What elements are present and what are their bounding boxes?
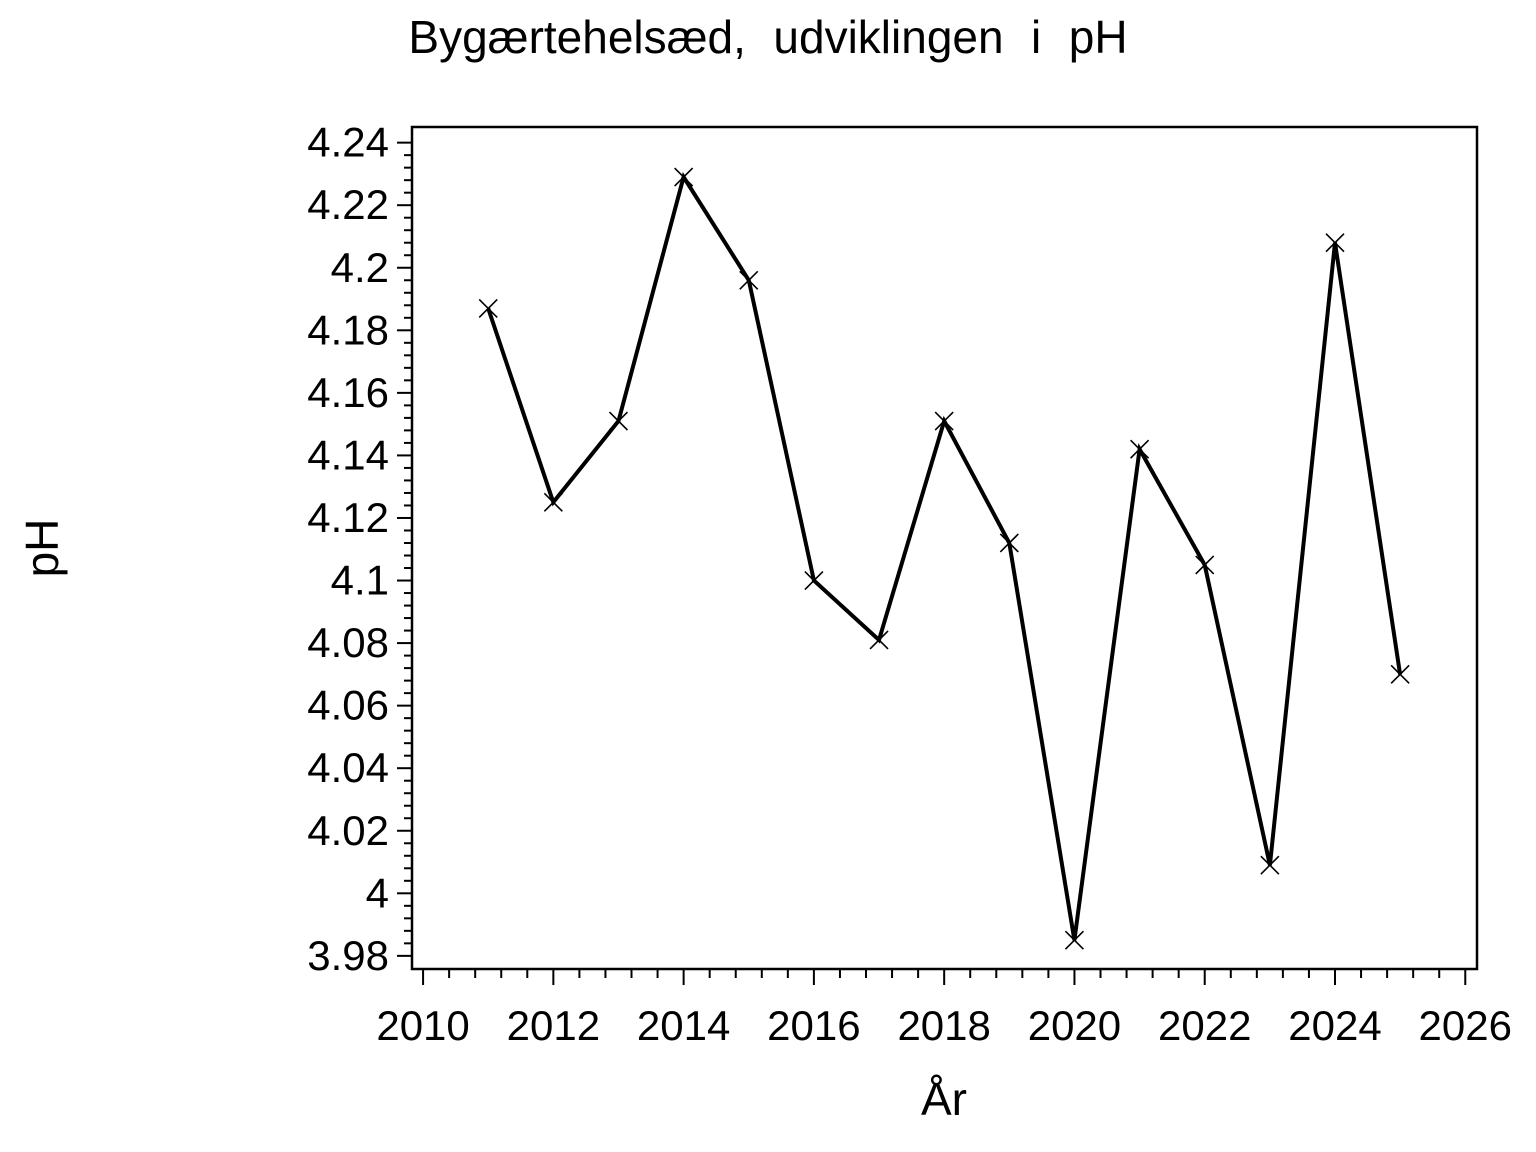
x-tick-label: 2014: [637, 1002, 730, 1049]
y-tick-label: 4.18: [307, 306, 389, 353]
y-tick-label: 4: [366, 869, 389, 916]
y-tick-label: 4.04: [307, 744, 389, 791]
x-tick-label: 2012: [507, 1002, 600, 1049]
data-point-x-marker: [869, 630, 889, 650]
y-tick-label: 4.1: [331, 557, 389, 604]
plot-frame: [410, 125, 1479, 971]
y-tick-label: 4.02: [307, 807, 389, 854]
data-point-x-marker: [608, 411, 629, 431]
x-axis-label: År: [921, 1073, 967, 1125]
series-line: [486, 172, 1403, 941]
data-point-x-marker: [674, 167, 694, 187]
data-point-x-marker: [1064, 930, 1085, 950]
data-point-x-marker: [739, 270, 759, 290]
data-point-x-marker: [804, 570, 824, 591]
data-point-x-marker: [934, 411, 954, 431]
y-tick-label: 4.08: [307, 619, 389, 666]
x-tick-label: 2016: [767, 1002, 860, 1049]
x-tick-label: 2024: [1288, 1002, 1381, 1049]
data-point-x-marker: [1325, 233, 1345, 253]
y-tick-label: 4.24: [307, 119, 389, 166]
y-tick-label: 4.22: [307, 181, 389, 228]
chart-title: Bygærtehelsæd, udviklingen i pH: [408, 11, 1128, 63]
data-point-x-marker: [1260, 855, 1280, 875]
y-tick-label: 4.16: [307, 369, 389, 416]
data-point-x-marker: [1390, 664, 1410, 684]
x-tick-label: 2010: [376, 1002, 469, 1049]
data-point-x-marker: [1195, 555, 1215, 575]
x-tick-label: 2020: [1028, 1002, 1121, 1049]
x-tick-label: 2026: [1419, 1002, 1512, 1049]
y-tick-label: 4.14: [307, 431, 389, 478]
y-tick-label: 4.06: [307, 682, 389, 729]
data-point-x-marker: [543, 492, 563, 512]
data-point-x-marker: [999, 533, 1019, 553]
y-tick-label: 3.98: [307, 932, 389, 979]
data-point-x-marker: [1130, 439, 1150, 459]
y-tick-label: 4.12: [307, 494, 389, 541]
y-tick-label: 4.2: [331, 244, 389, 291]
x-tick-label: 2022: [1158, 1002, 1251, 1049]
x-tick-label: 2018: [897, 1002, 990, 1049]
data-point-x-marker: [478, 298, 498, 318]
